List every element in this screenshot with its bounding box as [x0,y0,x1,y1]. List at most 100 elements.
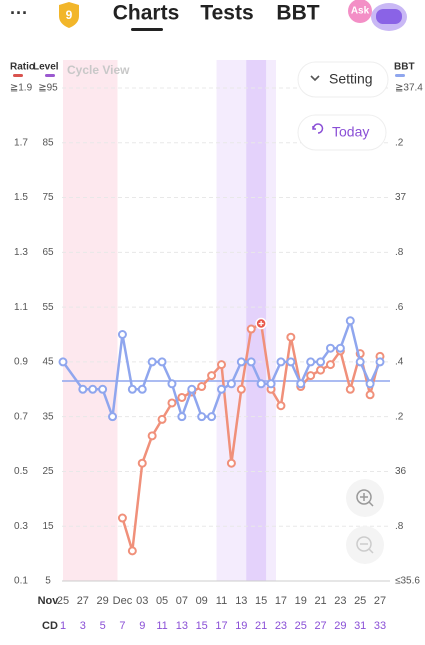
y2-tick-label: .8 [395,247,404,258]
point [108,412,118,422]
chevron-icon[interactable] [310,75,320,82]
point [316,357,326,367]
point [355,357,365,367]
point [226,379,236,389]
point [167,379,177,389]
y2-tick-label: .8 [395,521,404,532]
cd-tick-label: 27 [314,620,326,632]
point [117,330,127,339]
legend-swatch [13,74,23,77]
x-tick-label: 09 [196,595,208,607]
cd-tick-label: 11 [156,620,167,632]
x-tick-label: 25 [354,595,366,607]
legend-swatch [45,74,55,77]
x-tick-label: 21 [314,595,326,607]
point [296,379,306,389]
axis-label: Ratio [10,62,35,73]
legend-swatch [395,74,405,77]
y-tick-label: 1.5 [14,192,28,203]
y2-tick-label: .6 [395,302,404,313]
cycle-view: Cycle View [67,63,130,77]
x-tick-label: 27 [77,595,89,607]
cd-tick-label: 13 [176,620,188,632]
tab[interactable]: Charts [113,2,180,25]
setting-label[interactable]: Setting [329,71,373,87]
point [127,384,137,394]
y-tick-label: 1.1 [14,302,28,313]
point [187,384,197,394]
zoom-in[interactable] [346,479,384,517]
cd-tick-label: 9 [139,620,145,632]
zoom-in-icon[interactable] [360,493,374,507]
y2-tick-label: ≤35.6 [395,576,420,587]
phase-band [246,60,267,581]
point [316,365,326,375]
point [236,357,246,367]
x-tick-label: Dec [113,595,133,607]
zoom-out-icon[interactable] [360,543,374,554]
x-tick-label: 27 [374,595,386,607]
point [127,546,137,556]
y2-tick-label: .2 [395,411,404,422]
ask-bubble[interactable] [348,0,372,23]
point [325,343,335,353]
point [197,382,207,392]
bands [63,60,276,581]
setting-button[interactable] [297,61,389,98]
x-tick-label: 23 [334,595,346,607]
phase-band [63,60,118,581]
tab[interactable]: BBT [276,2,319,25]
y3-tick-label: ≧95 [38,83,58,94]
x-tick-label: 17 [275,595,287,607]
x-tick-label: 15 [255,595,267,607]
point [345,384,355,394]
point [306,371,316,381]
point [207,412,217,422]
point [58,357,68,367]
y3-tick-label: 45 [42,357,54,368]
point [197,412,207,422]
point [276,401,286,411]
ask[interactable]: Ask [351,6,370,17]
y-tick-label: 0.1 [14,576,28,587]
x-tick-label: 11 [216,595,227,607]
point [147,431,157,441]
point [325,360,335,370]
point [217,360,226,370]
y-tick-label: 0.9 [14,357,28,368]
point [157,414,167,424]
today-label[interactable]: Today [332,124,369,140]
x-month: Nov [38,595,60,607]
cd-tick-label: 31 [354,620,366,632]
zoom-out[interactable] [346,526,384,564]
point [306,357,316,367]
y3-tick-label: 15 [42,521,54,532]
y2-tick-label: 36 [395,466,407,477]
y3-tick-label: 5 [45,576,51,587]
point [137,384,147,394]
point [365,390,375,400]
point [78,384,88,394]
tab[interactable]: Tests [200,2,253,25]
badge[interactable]: 9 [66,8,73,22]
cd-tick-label: 7 [119,620,125,632]
y2-tick-label: .2 [395,137,404,148]
point [375,357,385,367]
point [88,384,98,394]
cd-label: CD [42,620,58,632]
y3-tick-label: 35 [42,411,54,422]
point [157,357,167,367]
cd-tick-label: 17 [215,620,227,632]
x-tick-label: 05 [156,595,168,607]
point [246,324,256,334]
badge-shield[interactable] [59,2,79,28]
cd-tick-label: 1 [60,620,66,632]
today-icon[interactable] [312,123,324,134]
menu[interactable]: ··· [10,3,28,23]
zoom-in-icon[interactable] [356,489,372,505]
point [335,343,345,353]
y3-tick-label: 75 [42,192,54,203]
zoom-out-icon[interactable] [356,536,372,552]
ask-robot-face[interactable] [376,9,402,24]
y3-tick-label: 55 [42,302,54,313]
